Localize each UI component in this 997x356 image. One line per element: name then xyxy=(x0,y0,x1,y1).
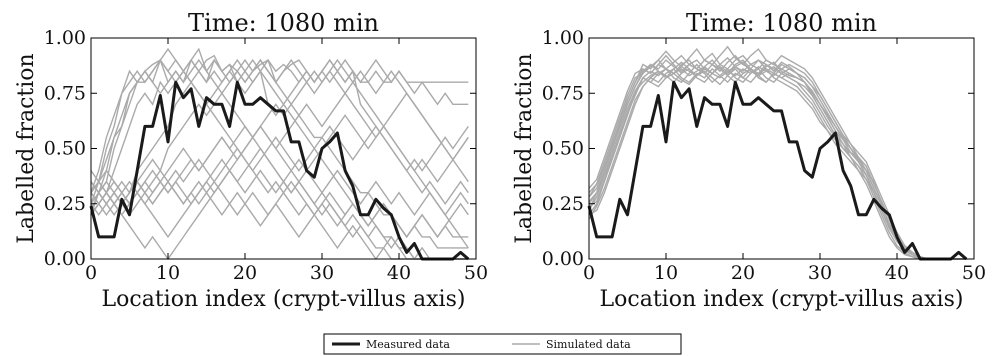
y-tick-label: 0.00 xyxy=(44,248,86,270)
simulated-series-line xyxy=(588,65,967,260)
x-tick-label: 40 xyxy=(387,262,411,284)
y-tick-label: 0.50 xyxy=(542,138,584,160)
x-tick-label: 40 xyxy=(885,262,909,284)
simulated-series-line xyxy=(588,65,967,260)
simulated-series-line xyxy=(90,180,469,239)
x-tick-label: 0 xyxy=(583,262,595,284)
y-tick-label: 0.25 xyxy=(44,193,86,215)
simulated-series-line xyxy=(90,92,469,239)
right-measured-line-group xyxy=(587,80,968,261)
left-simulated-lines xyxy=(90,47,469,261)
simulated-series-line xyxy=(90,125,469,261)
left-measured-line-group xyxy=(89,80,470,261)
y-tick-label: 1.00 xyxy=(542,27,584,49)
simulated-series-line xyxy=(588,67,967,260)
simulated-series-line xyxy=(588,54,967,260)
left-ticks: 0 10 20 30 40 50 0.00 0.25 0.50 0.75 1.00 xyxy=(44,27,488,284)
x-tick-label: 0 xyxy=(85,262,97,284)
legend: Measured data Simulated data xyxy=(323,333,682,355)
x-tick-label: 30 xyxy=(808,262,832,284)
x-tick-label: 50 xyxy=(962,262,986,284)
right-chart-title: Time: 1080 min xyxy=(686,9,877,37)
left-x-axis-label: Location index (crypt-villus axis) xyxy=(102,287,466,312)
plot-frame-overlay xyxy=(588,37,975,260)
legend-box xyxy=(323,333,682,355)
y-tick-label: 0.50 xyxy=(44,138,86,160)
x-tick-label: 20 xyxy=(731,262,755,284)
simulated-series-line xyxy=(90,47,469,249)
simulated-series-line xyxy=(588,59,967,260)
simulated-series-line xyxy=(588,63,967,260)
simulated-series-line xyxy=(588,59,967,260)
legend-simulated-label: Simulated data xyxy=(546,338,631,351)
x-tick-label: 10 xyxy=(156,262,180,284)
y-tick-label: 1.00 xyxy=(44,27,86,49)
measured-series-line xyxy=(587,80,968,261)
right-ticks: 0 10 20 30 40 50 0.00 0.25 0.50 0.75 1.00 xyxy=(542,27,986,284)
right-y-axis-label: Labelled fraction xyxy=(512,53,537,243)
simulated-series-line xyxy=(90,169,469,261)
legend-measured-label: Measured data xyxy=(366,338,450,351)
right-panel: 0 10 20 30 40 50 0.00 0.25 0.50 0.75 1.00 Time: 10… xyxy=(512,9,986,312)
x-tick-label: 50 xyxy=(464,262,488,284)
x-tick-label: 10 xyxy=(654,262,678,284)
left-panel: 0 10 20 30 40 50 0.00 0.25 0.50 0.75 1.00 Time: 10… xyxy=(14,9,488,312)
simulated-series-line xyxy=(588,67,967,260)
measured-series-line xyxy=(89,80,470,261)
y-tick-label: 0.75 xyxy=(44,82,86,104)
simulated-series-line xyxy=(588,65,967,260)
y-tick-label: 0.25 xyxy=(542,193,584,215)
simulated-series-line xyxy=(588,56,967,260)
y-tick-label: 0.00 xyxy=(542,248,584,270)
plot-frame-overlay xyxy=(90,37,477,260)
simulated-series-line xyxy=(90,80,469,261)
right-x-axis-label: Location index (crypt-villus axis) xyxy=(600,287,964,312)
y-tick-label: 0.75 xyxy=(542,82,584,104)
x-tick-label: 20 xyxy=(233,262,257,284)
simulated-series-line xyxy=(90,58,469,217)
simulated-series-line xyxy=(90,47,469,193)
x-tick-label: 30 xyxy=(310,262,334,284)
right-simulated-lines xyxy=(588,45,967,260)
simulated-series-line xyxy=(90,125,469,217)
left-chart-title: Time: 1080 min xyxy=(188,9,379,37)
left-y-axis-label: Labelled fraction xyxy=(14,53,39,243)
simulated-series-line xyxy=(90,58,469,206)
